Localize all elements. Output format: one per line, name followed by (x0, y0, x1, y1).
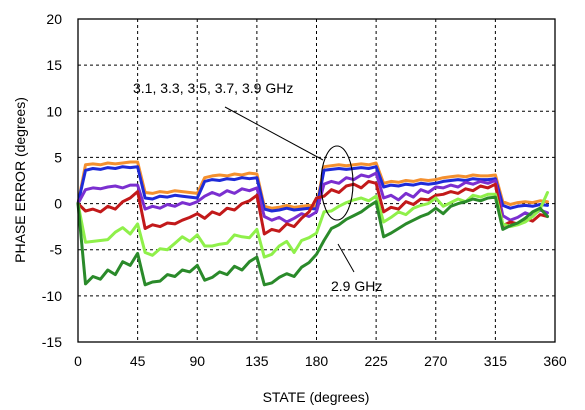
x-tick-labels: 0 45 90 135 180 225 270 315 360 (74, 353, 567, 369)
x-tick-label: 270 (424, 353, 448, 369)
x-tick-label: 360 (543, 353, 567, 369)
y-tick-label: -15 (42, 334, 62, 350)
y-tick-label: 15 (46, 57, 62, 73)
y-tick-label: -10 (42, 288, 62, 304)
x-tick-label: 0 (74, 353, 82, 369)
y-tick-label: 10 (46, 103, 62, 119)
y-tick-label: 0 (54, 196, 62, 212)
y-tick-label: -5 (50, 242, 63, 258)
x-tick-label: 135 (245, 353, 269, 369)
y-tick-label: 5 (54, 149, 62, 165)
y-tick-label: 20 (46, 11, 62, 27)
x-tick-label: 180 (305, 353, 329, 369)
y-tick-labels: 20 15 10 5 0 -5 -10 -15 (42, 11, 62, 350)
x-axis-title: STATE (degrees) (263, 389, 370, 405)
x-tick-label: 45 (130, 353, 146, 369)
y-axis-title: PHASE ERROR (degrees) (12, 97, 28, 263)
x-tick-label: 90 (189, 353, 205, 369)
x-tick-label: 225 (364, 353, 388, 369)
annotation-2-9-ghz: 2.9 GHz (331, 278, 382, 294)
x-tick-label: 315 (484, 353, 508, 369)
annotation-ghz-group: 3.1, 3.3, 3.5, 3.7, 3.9 GHz (133, 80, 293, 96)
